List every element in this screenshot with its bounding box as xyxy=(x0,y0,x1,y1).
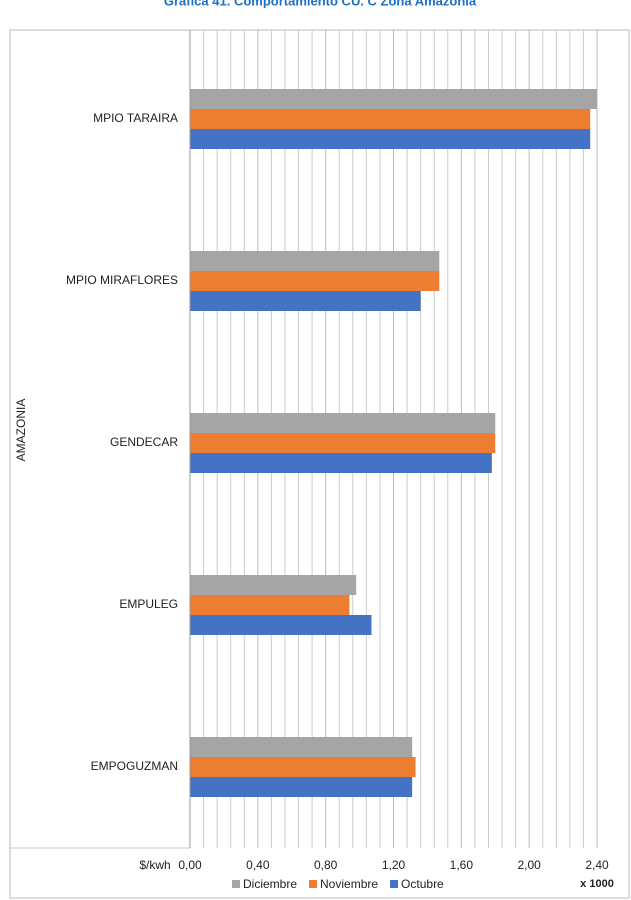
legend-swatch xyxy=(309,880,318,888)
x-tick-label: 0,80 xyxy=(314,858,338,872)
y-tick-label: EMPULEG xyxy=(119,597,178,611)
axis-label: $/kwh xyxy=(139,858,170,872)
bar xyxy=(190,291,421,311)
legend-label: Octubre xyxy=(401,877,444,891)
x-tick-label: 2,40 xyxy=(585,858,609,872)
legend-label: Diciembre xyxy=(243,877,297,891)
bar xyxy=(190,129,591,149)
x-tick-label: 0,00 xyxy=(178,858,202,872)
bar xyxy=(190,737,413,757)
bar xyxy=(190,615,372,635)
chart-title: Gráfica 41. Comportamiento CU. C Zona Am… xyxy=(164,0,477,8)
x-tick-label: 1,20 xyxy=(382,858,406,872)
legend-swatch xyxy=(232,880,240,888)
bar xyxy=(190,757,416,777)
bar xyxy=(190,453,492,473)
legend-swatch xyxy=(390,880,399,888)
bar xyxy=(190,595,350,615)
y-tick-label: MPIO TARAIRA xyxy=(93,111,178,125)
bar xyxy=(190,271,440,291)
bar xyxy=(190,109,591,129)
x-tick-label: 1,60 xyxy=(450,858,474,872)
group-label: AMAZONIA xyxy=(14,399,28,462)
x-tick-label: 2,00 xyxy=(517,858,541,872)
bar xyxy=(190,89,597,109)
y-tick-label: MPIO MIRAFLORES xyxy=(66,273,178,287)
bar xyxy=(190,575,357,595)
bar xyxy=(190,433,496,453)
bar xyxy=(190,251,440,271)
frame xyxy=(9,29,630,899)
bar xyxy=(190,777,413,797)
bar xyxy=(190,413,496,433)
y-tick-label: GENDECAR xyxy=(110,435,178,449)
x-tick-label: 0,40 xyxy=(246,858,270,872)
scale-note: x 1000 xyxy=(580,878,614,890)
legend-label: Noviembre xyxy=(320,877,378,891)
y-tick-label: EMPOGUZMAN xyxy=(91,759,178,773)
